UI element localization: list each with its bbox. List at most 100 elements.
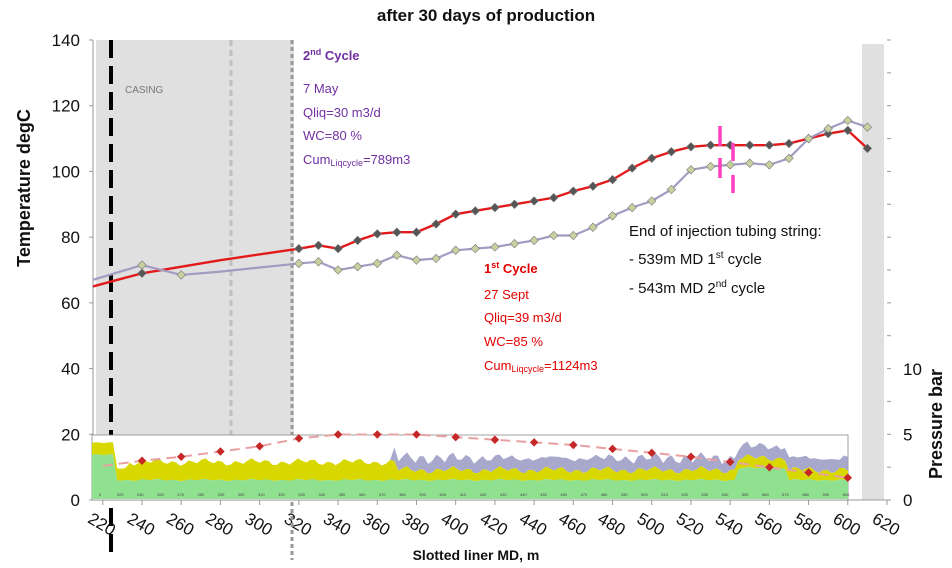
- x-tick-label: 240: [124, 509, 158, 540]
- series-point-0: [588, 181, 598, 191]
- x-tick-label: 460: [555, 509, 589, 540]
- series-point-0: [431, 219, 441, 229]
- band-tick-label: 430: [500, 492, 507, 497]
- band-tick-label: 0: [99, 492, 102, 497]
- x-tick-label: 600: [830, 509, 864, 540]
- cycle1-wc: WC=85 %: [484, 334, 543, 349]
- cycle2-date: 7 May: [303, 81, 339, 96]
- x-tick-label: 260: [163, 509, 197, 540]
- band-tick-label: 380: [399, 492, 406, 497]
- band-tick-label: 270: [177, 492, 184, 497]
- series-point-1: [823, 124, 833, 134]
- x-tick-label: 300: [242, 509, 276, 540]
- pressure-line: [102, 433, 848, 479]
- series-point-1: [862, 122, 873, 132]
- band-tick-label: 340: [318, 492, 325, 497]
- series-point-1: [529, 235, 539, 246]
- series-point-1: [549, 230, 559, 241]
- series-point-0: [392, 227, 402, 237]
- series-point-0: [823, 128, 833, 139]
- band-tick-label: 240: [137, 492, 144, 497]
- pressure-point: [216, 447, 225, 456]
- band-tick-label: 530: [702, 492, 709, 497]
- band-tick-label: 470: [581, 492, 588, 497]
- band-tick-label: 460: [560, 492, 567, 497]
- y-axis-label: Temperature degC: [14, 109, 34, 267]
- cycle1-title: 1: [484, 261, 491, 276]
- series-point-1: [137, 260, 147, 270]
- y-tick-label: 140: [52, 31, 80, 50]
- x-tick-label: 400: [438, 509, 472, 540]
- series-point-1: [372, 258, 382, 269]
- temperature-series: [92, 115, 873, 288]
- pressure-point: [725, 457, 735, 467]
- x-tick-label: 540: [712, 509, 746, 540]
- band-tick-label: 260: [157, 492, 164, 497]
- x-tick-label: 580: [791, 509, 825, 540]
- y2-tick-label: 0: [903, 491, 912, 510]
- band-tick-label: 450: [540, 492, 547, 497]
- y-tick-label: 80: [61, 228, 80, 247]
- pressure-point: [608, 444, 617, 454]
- tubing-line2-b: cycle: [727, 280, 765, 297]
- y-tick-label: 20: [61, 425, 80, 444]
- cycle2-title: 2: [303, 48, 310, 63]
- cycle1-title-sup: st: [491, 260, 499, 270]
- series-point-1: [431, 253, 441, 264]
- pressure-point: [647, 448, 656, 458]
- cycle1-cum: Cum: [484, 358, 511, 373]
- pressure-point: [451, 432, 460, 442]
- series-point-0: [745, 140, 755, 150]
- y-tick-label: 60: [61, 294, 80, 313]
- band-tick-label: 370: [379, 492, 386, 497]
- band-tick-label: 550: [742, 492, 749, 497]
- series-point-1: [470, 243, 480, 254]
- pressure-point: [490, 435, 500, 444]
- series-point-0: [666, 147, 677, 157]
- x-tick-label: 380: [398, 509, 432, 540]
- series-point-1: [705, 161, 716, 172]
- series-point-0: [333, 243, 343, 254]
- pressure-point: [255, 442, 264, 451]
- x-tick-label: 500: [634, 509, 668, 540]
- cycle1-date: 27 Sept: [484, 287, 529, 302]
- series-point-0: [686, 142, 696, 152]
- tubing-line2-sup: nd: [716, 279, 727, 290]
- right-shade: [862, 44, 884, 500]
- tubing-annotation: End of injection tubing string: - 539m M…: [629, 223, 822, 297]
- pressure-point: [333, 430, 343, 439]
- band-tick-label: 350: [339, 492, 346, 497]
- band-tick-label: 570: [782, 492, 789, 497]
- series-point-1: [294, 258, 304, 269]
- tubing-title: End of injection tubing string:: [629, 223, 822, 240]
- cycle2-wc: WC=80 %: [303, 128, 362, 143]
- series-point-1: [784, 153, 794, 163]
- x-tick-label: 340: [320, 509, 354, 540]
- series-point-1: [568, 230, 578, 241]
- series-point-1: [686, 165, 696, 175]
- x-tick-label: 220: [85, 509, 119, 540]
- series-point-1: [313, 257, 324, 267]
- pressure-point: [294, 434, 304, 443]
- series-point-1: [333, 265, 343, 275]
- x-tick-label: 520: [673, 509, 707, 540]
- y-tick-label: 100: [52, 162, 80, 181]
- band-tick-label: 290: [218, 492, 225, 497]
- band-tick-label: 400: [439, 492, 446, 497]
- series-point-0: [647, 153, 657, 163]
- tubing-line1-b: cycle: [723, 251, 761, 268]
- cycle1-cum-sub: Liqcycle: [511, 364, 544, 374]
- series-point-1: [588, 222, 598, 232]
- band-tick-label: 590: [822, 492, 829, 497]
- band-tick-label: 600: [843, 492, 850, 497]
- band-tick-label: 310: [258, 492, 265, 497]
- pressure-series: [102, 430, 853, 482]
- band-tick-label: 560: [762, 492, 769, 497]
- y2-axis-label: Pressure bar: [926, 369, 946, 479]
- series-point-0: [490, 202, 500, 213]
- y-tick-label: 40: [61, 360, 80, 379]
- band-tick-label: 360: [359, 492, 366, 497]
- tubing-line1-sup: st: [716, 250, 724, 261]
- series-point-1: [666, 184, 677, 195]
- series-point-0: [843, 125, 853, 136]
